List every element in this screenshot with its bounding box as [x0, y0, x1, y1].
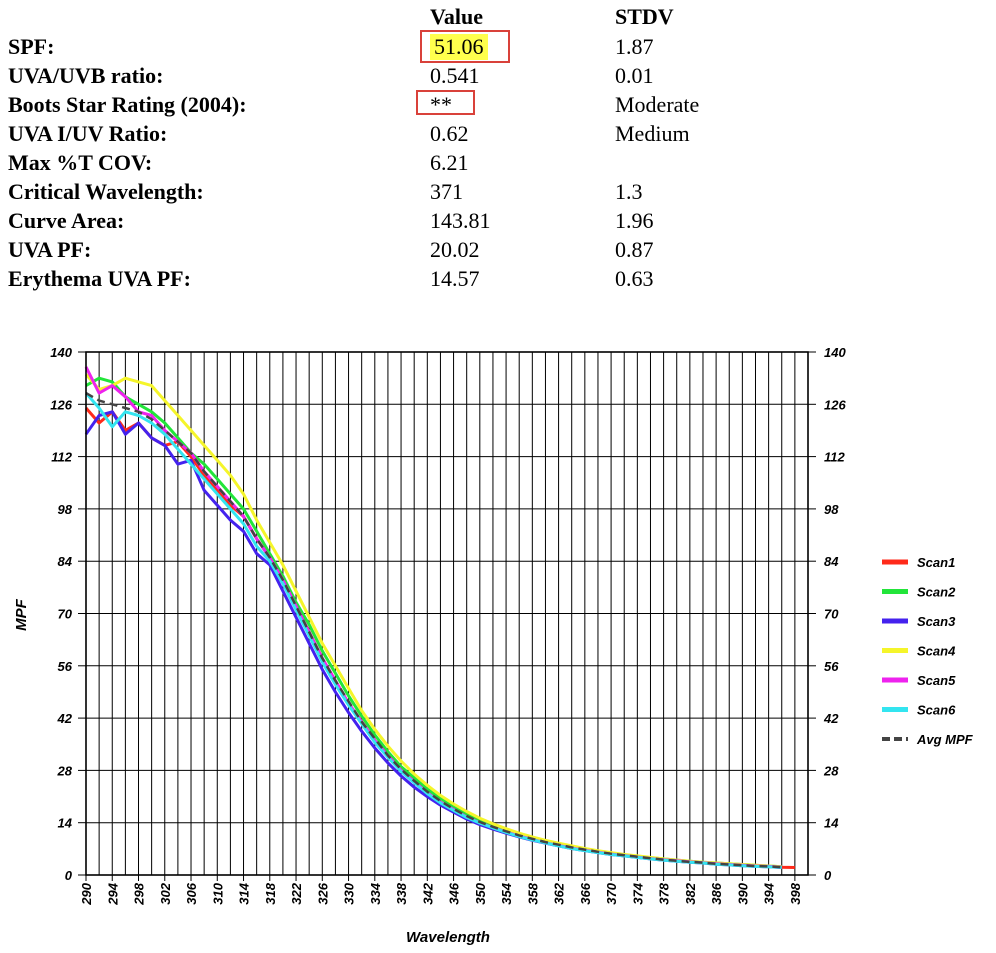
highlight-box — [416, 90, 475, 115]
row-value: 6.21 — [430, 150, 469, 175]
y-tick-label-left: 14 — [58, 816, 73, 831]
row-stdv: Medium — [615, 121, 690, 146]
results-table: Value STDV SPF: 51.06 1.87 UVA/UVB ratio: 0.54… — [8, 4, 768, 295]
legend-label: Scan5 — [917, 673, 956, 688]
y-tick-label-right: 112 — [824, 450, 845, 465]
row-label: UVA PF: — [8, 237, 92, 262]
row-label: Curve Area: — [8, 208, 125, 233]
x-tick-label: 290 — [79, 882, 94, 905]
chart-series — [84, 366, 795, 869]
x-tick-label: 358 — [525, 882, 540, 904]
x-tick-label: 378 — [657, 882, 672, 904]
x-tick-label: 346 — [447, 882, 462, 904]
row-value: 20.02 — [430, 237, 480, 262]
row-label: Critical Wavelength: — [8, 179, 204, 204]
row-label: Boots Star Rating (2004): — [8, 92, 247, 117]
x-tick-label: 338 — [394, 882, 409, 904]
x-tick-label: 350 — [473, 882, 488, 904]
y-tick-label-left: 70 — [58, 607, 73, 622]
row-label: SPF: — [8, 34, 55, 59]
y-tick-label-right: 84 — [824, 554, 839, 569]
y-tick-label-right: 70 — [824, 607, 839, 622]
row-value: 143.81 — [430, 208, 491, 233]
row-stdv: 1.96 — [615, 208, 654, 233]
row-stdv: 0.01 — [615, 63, 654, 88]
y-tick-label-left: 28 — [57, 763, 73, 778]
row-stdv: 0.63 — [615, 266, 654, 291]
x-tick-label: 326 — [315, 882, 330, 904]
x-tick-label: 354 — [499, 882, 514, 904]
series-line-avg-mpf — [85, 392, 782, 869]
row-stdv: 0.87 — [615, 237, 654, 262]
legend-label: Avg MPF — [916, 732, 974, 747]
row-label: Erythema UVA PF: — [8, 266, 191, 291]
x-tick-label: 294 — [105, 882, 120, 905]
row-value: 51.06 — [430, 34, 488, 60]
x-tick-label: 322 — [289, 882, 304, 904]
x-tick-label: 334 — [368, 882, 383, 904]
row-stdv: 1.3 — [615, 179, 643, 204]
y-tick-label-right: 126 — [824, 397, 846, 412]
x-tick-label: 298 — [132, 882, 147, 905]
y-tick-label-right: 98 — [824, 502, 839, 517]
x-tick-label: 382 — [683, 882, 698, 904]
x-tick-label: 398 — [788, 882, 803, 904]
header-stdv: STDV — [615, 4, 674, 29]
legend-label: Scan2 — [917, 585, 956, 600]
x-tick-label: 394 — [762, 882, 777, 904]
x-tick-label: 314 — [237, 882, 252, 904]
row-stdv: 1.87 — [615, 34, 654, 59]
legend-label: Scan6 — [917, 703, 956, 718]
x-tick-label: 390 — [735, 882, 750, 904]
x-tick-label: 302 — [158, 882, 173, 904]
highlight-box — [420, 30, 510, 63]
y-ticks-left: 0 14 28 42 56 70 84 98 112 126 140 — [50, 345, 86, 883]
legend-label: Scan4 — [917, 644, 956, 659]
row-value: ** — [430, 92, 452, 117]
y-ticks-right: 0 14 28 42 56 70 84 98 112 126 140 — [808, 345, 846, 883]
y-tick-label-left: 98 — [58, 502, 73, 517]
y-tick-label-right: 28 — [823, 763, 839, 778]
y-tick-label-right: 140 — [824, 345, 846, 360]
row-value: 0.541 — [430, 63, 480, 88]
chart-legend: Scan1 Scan2 Scan3 Scan4 Scan5 Scan6 Avg MPF — [882, 555, 974, 747]
row-label: Max %T COV: — [8, 150, 153, 175]
y-axis-label: MPF — [13, 598, 30, 631]
x-tick-label: 362 — [552, 882, 567, 904]
y-tick-label-right: 56 — [824, 659, 839, 674]
x-tick-label: 330 — [342, 882, 357, 904]
series-line-scan6 — [84, 392, 782, 869]
x-tick-label: 366 — [578, 882, 593, 904]
legend-label: Scan3 — [917, 614, 956, 629]
x-tick-label: 386 — [709, 882, 724, 904]
y-tick-label-right: 42 — [823, 711, 839, 726]
chart-grid — [85, 351, 809, 876]
row-stdv: Moderate — [615, 92, 700, 117]
y-tick-label-left: 42 — [57, 711, 73, 726]
row-value: 371 — [430, 179, 463, 204]
legend-label: Scan1 — [917, 555, 955, 570]
x-ticks: 290 294 298 302 306 310 314 318 322 326 330 334 338 3… — [79, 875, 803, 906]
x-axis-label: Wavelength — [406, 929, 490, 946]
x-tick-label: 342 — [420, 882, 435, 904]
x-tick-label: 310 — [210, 882, 225, 904]
y-tick-label-left: 84 — [58, 554, 73, 569]
y-tick-label-left: 56 — [58, 659, 73, 674]
mpf-chart: 0 14 28 42 56 70 84 98 112 126 140 0 14 28 42 56 70 84 98… — [13, 345, 974, 946]
y-tick-label-right: 0 — [824, 868, 832, 883]
y-tick-label-left: 126 — [50, 397, 72, 412]
row-value: 0.62 — [430, 121, 469, 146]
x-tick-label: 318 — [263, 882, 278, 904]
y-tick-label-left: 112 — [51, 450, 72, 465]
y-tick-label-right: 14 — [824, 816, 839, 831]
x-tick-label: 374 — [630, 882, 645, 904]
y-tick-label-left: 0 — [65, 868, 73, 883]
x-tick-label: 306 — [184, 882, 199, 904]
row-label: UVA/UVB ratio: — [8, 63, 164, 88]
x-tick-label: 370 — [604, 882, 619, 904]
header-value: Value — [430, 4, 483, 29]
row-value: 14.57 — [430, 266, 480, 291]
row-label: UVA I/UV Ratio: — [8, 121, 168, 146]
y-tick-label-left: 140 — [50, 345, 72, 360]
